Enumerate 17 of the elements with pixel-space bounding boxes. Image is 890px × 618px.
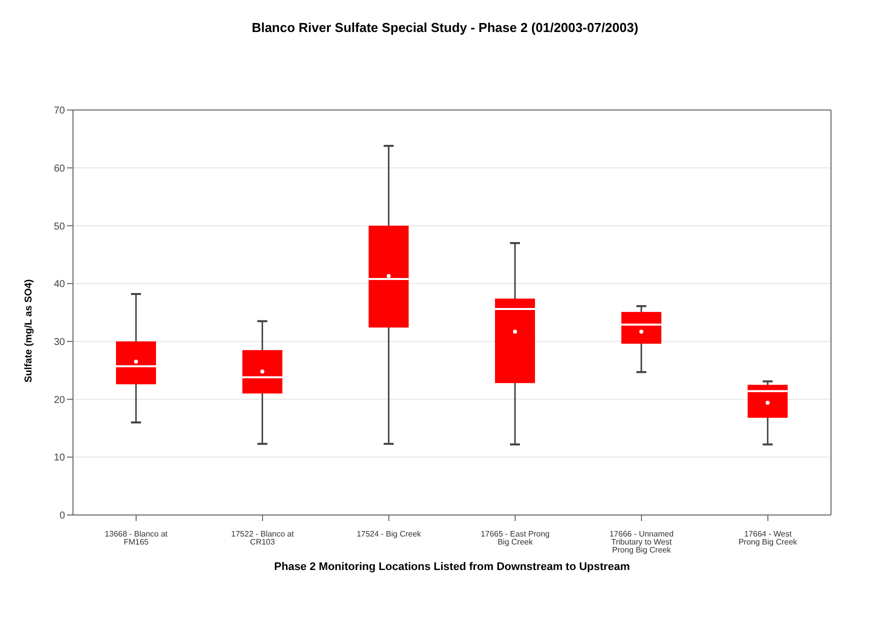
y-axis-title: Sulfate (mg/L as SO4) (24, 279, 35, 382)
y-tick-label: 0 (59, 510, 66, 522)
y-tick-label: 40 (54, 279, 66, 290)
x-tick-label: 13668 - Blanco at FM165 (104, 530, 168, 547)
y-tick-label: 10 (54, 452, 66, 464)
x-tick-label: 17666 - Unnamed Tributary to West Prong Big Creek (609, 530, 674, 555)
y-tick-label: 70 (54, 106, 66, 117)
x-tick-label: 17665 - East Prong Big Creek (480, 530, 550, 547)
y-tick-label: 50 (54, 221, 66, 232)
x-tick-label: 17664 - West Prong Big Creek (738, 530, 798, 547)
x-axis-title: Phase 2 Monitoring Locations Listed from Downstream to Upstream (274, 561, 630, 573)
x-tick-label: 17522 - Blanco at CR103 (231, 530, 295, 547)
chart-title: Blanco River Sulfate Special Study - Phase 2 (01/2003-07/2003) (250, 19, 640, 37)
y-tick-label: 60 (54, 163, 66, 174)
y-tick-label: 30 (54, 336, 66, 348)
x-tick-label: 17524 - Big Creek (356, 530, 422, 539)
y-tick-label: 20 (54, 394, 66, 406)
